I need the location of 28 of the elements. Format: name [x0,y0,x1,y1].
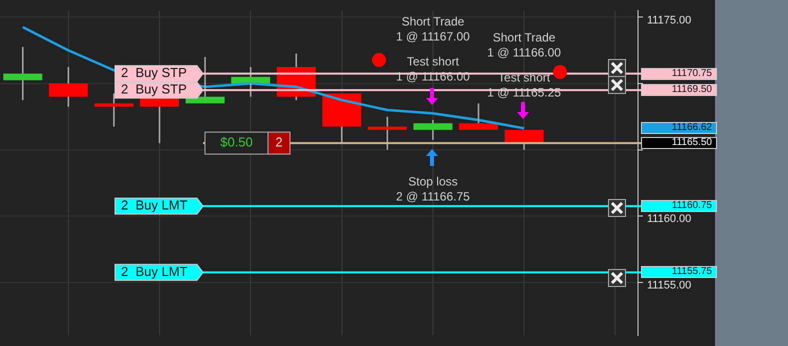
y-tick-label: 11175.00 [647,14,692,26]
annotation: 2 [275,134,283,150]
candlestick [3,46,42,101]
annotation: 2 Buy STP [121,65,187,80]
candlestick [368,116,407,151]
annotation: 2 Buy LMT [121,264,188,280]
annotation: Stop loss 2 @ 11166.75 [396,174,470,204]
annotation: $0.50 [220,134,253,150]
y-tick-label: 11160.00 [647,213,692,226]
candlestick [413,119,452,141]
candlestick [94,92,134,128]
annotation: 2 Buy LMT [121,198,188,213]
price-tag: 11165.50 [641,137,717,150]
candlestick [504,130,544,151]
price-tag: 11170.75 [641,68,717,80]
annotation: Short Trade 1 @ 11167.00 [396,14,470,44]
price-tag: 11166.62 [641,122,717,134]
candlestick [48,66,88,108]
candlestick [231,66,270,98]
annotation: 2 Buy STP [121,82,187,97]
price-tag: 11169.50 [641,84,717,96]
candlestick [322,93,362,144]
price-tag: 11155.75 [641,266,717,278]
y-tick-label: 11155.00 [647,279,692,292]
price-tag: 11160.75 [641,200,717,212]
annotation: Short Trade 1 @ 11166.00 [487,30,562,60]
candlestick [186,56,225,104]
candlestick [459,102,498,130]
